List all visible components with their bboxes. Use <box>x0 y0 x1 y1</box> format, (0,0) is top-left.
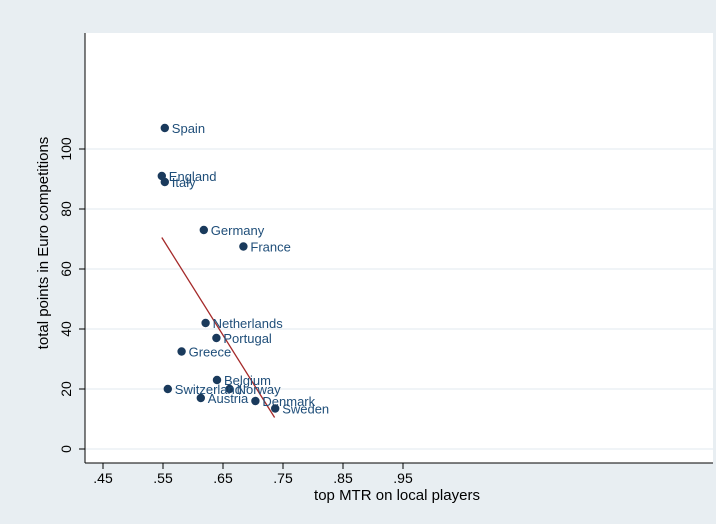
data-point-label: England <box>169 169 217 184</box>
data-point-label: Italy <box>172 175 196 190</box>
y-tick-label: 60 <box>58 261 74 277</box>
x-tick-label: .65 <box>213 470 233 486</box>
data-point <box>271 404 280 413</box>
data-point <box>212 333 221 343</box>
data-point-label: France <box>250 240 290 255</box>
y-tick-label: 20 <box>58 381 74 397</box>
data-point <box>160 123 169 133</box>
data-point <box>196 393 205 403</box>
data-point-label: Switzerland <box>175 382 242 397</box>
data-point <box>212 375 222 385</box>
data-point-label: Netherlands <box>213 316 284 331</box>
data-point-label: Belgium <box>224 373 271 388</box>
x-tick-label: .45 <box>93 470 113 486</box>
y-tick-label: 100 <box>58 137 74 161</box>
y-axis-title: total points in Euro competitions <box>35 137 52 350</box>
data-point <box>239 242 248 251</box>
data-point-label: Portugal <box>223 331 272 346</box>
data-point <box>177 347 186 356</box>
data-point <box>160 177 169 187</box>
fit-line <box>161 237 276 418</box>
plot-area <box>85 33 713 463</box>
y-axis-ticks: 0 20 40 60 80 100 <box>58 137 85 453</box>
x-tick-label: .95 <box>393 470 413 486</box>
gridlines <box>85 148 713 450</box>
x-tick-label: .85 <box>333 470 353 486</box>
data-point <box>201 318 210 328</box>
x-tick-label: .75 <box>273 470 293 486</box>
data-point <box>251 396 260 406</box>
data-point-label: Sweden <box>282 402 329 417</box>
data-point <box>199 225 208 235</box>
data-point-label: Austria <box>208 391 249 406</box>
data-point-label: Spain <box>172 121 205 136</box>
data-point-label: Germany <box>211 223 265 238</box>
x-tick-label: .55 <box>153 470 173 486</box>
x-axis-title: top MTR on local players <box>314 487 480 504</box>
data-point <box>225 384 234 394</box>
x-axis-ticks: .45 .55 .65 .75 .85 .95 <box>93 463 413 486</box>
y-tick-label: 40 <box>58 321 74 337</box>
y-tick-label: 0 <box>58 445 74 453</box>
data-point-label: Greece <box>189 345 232 360</box>
y-tick-label: 80 <box>58 201 74 217</box>
data-point-label: Norway <box>237 382 282 397</box>
data-point <box>163 384 172 394</box>
